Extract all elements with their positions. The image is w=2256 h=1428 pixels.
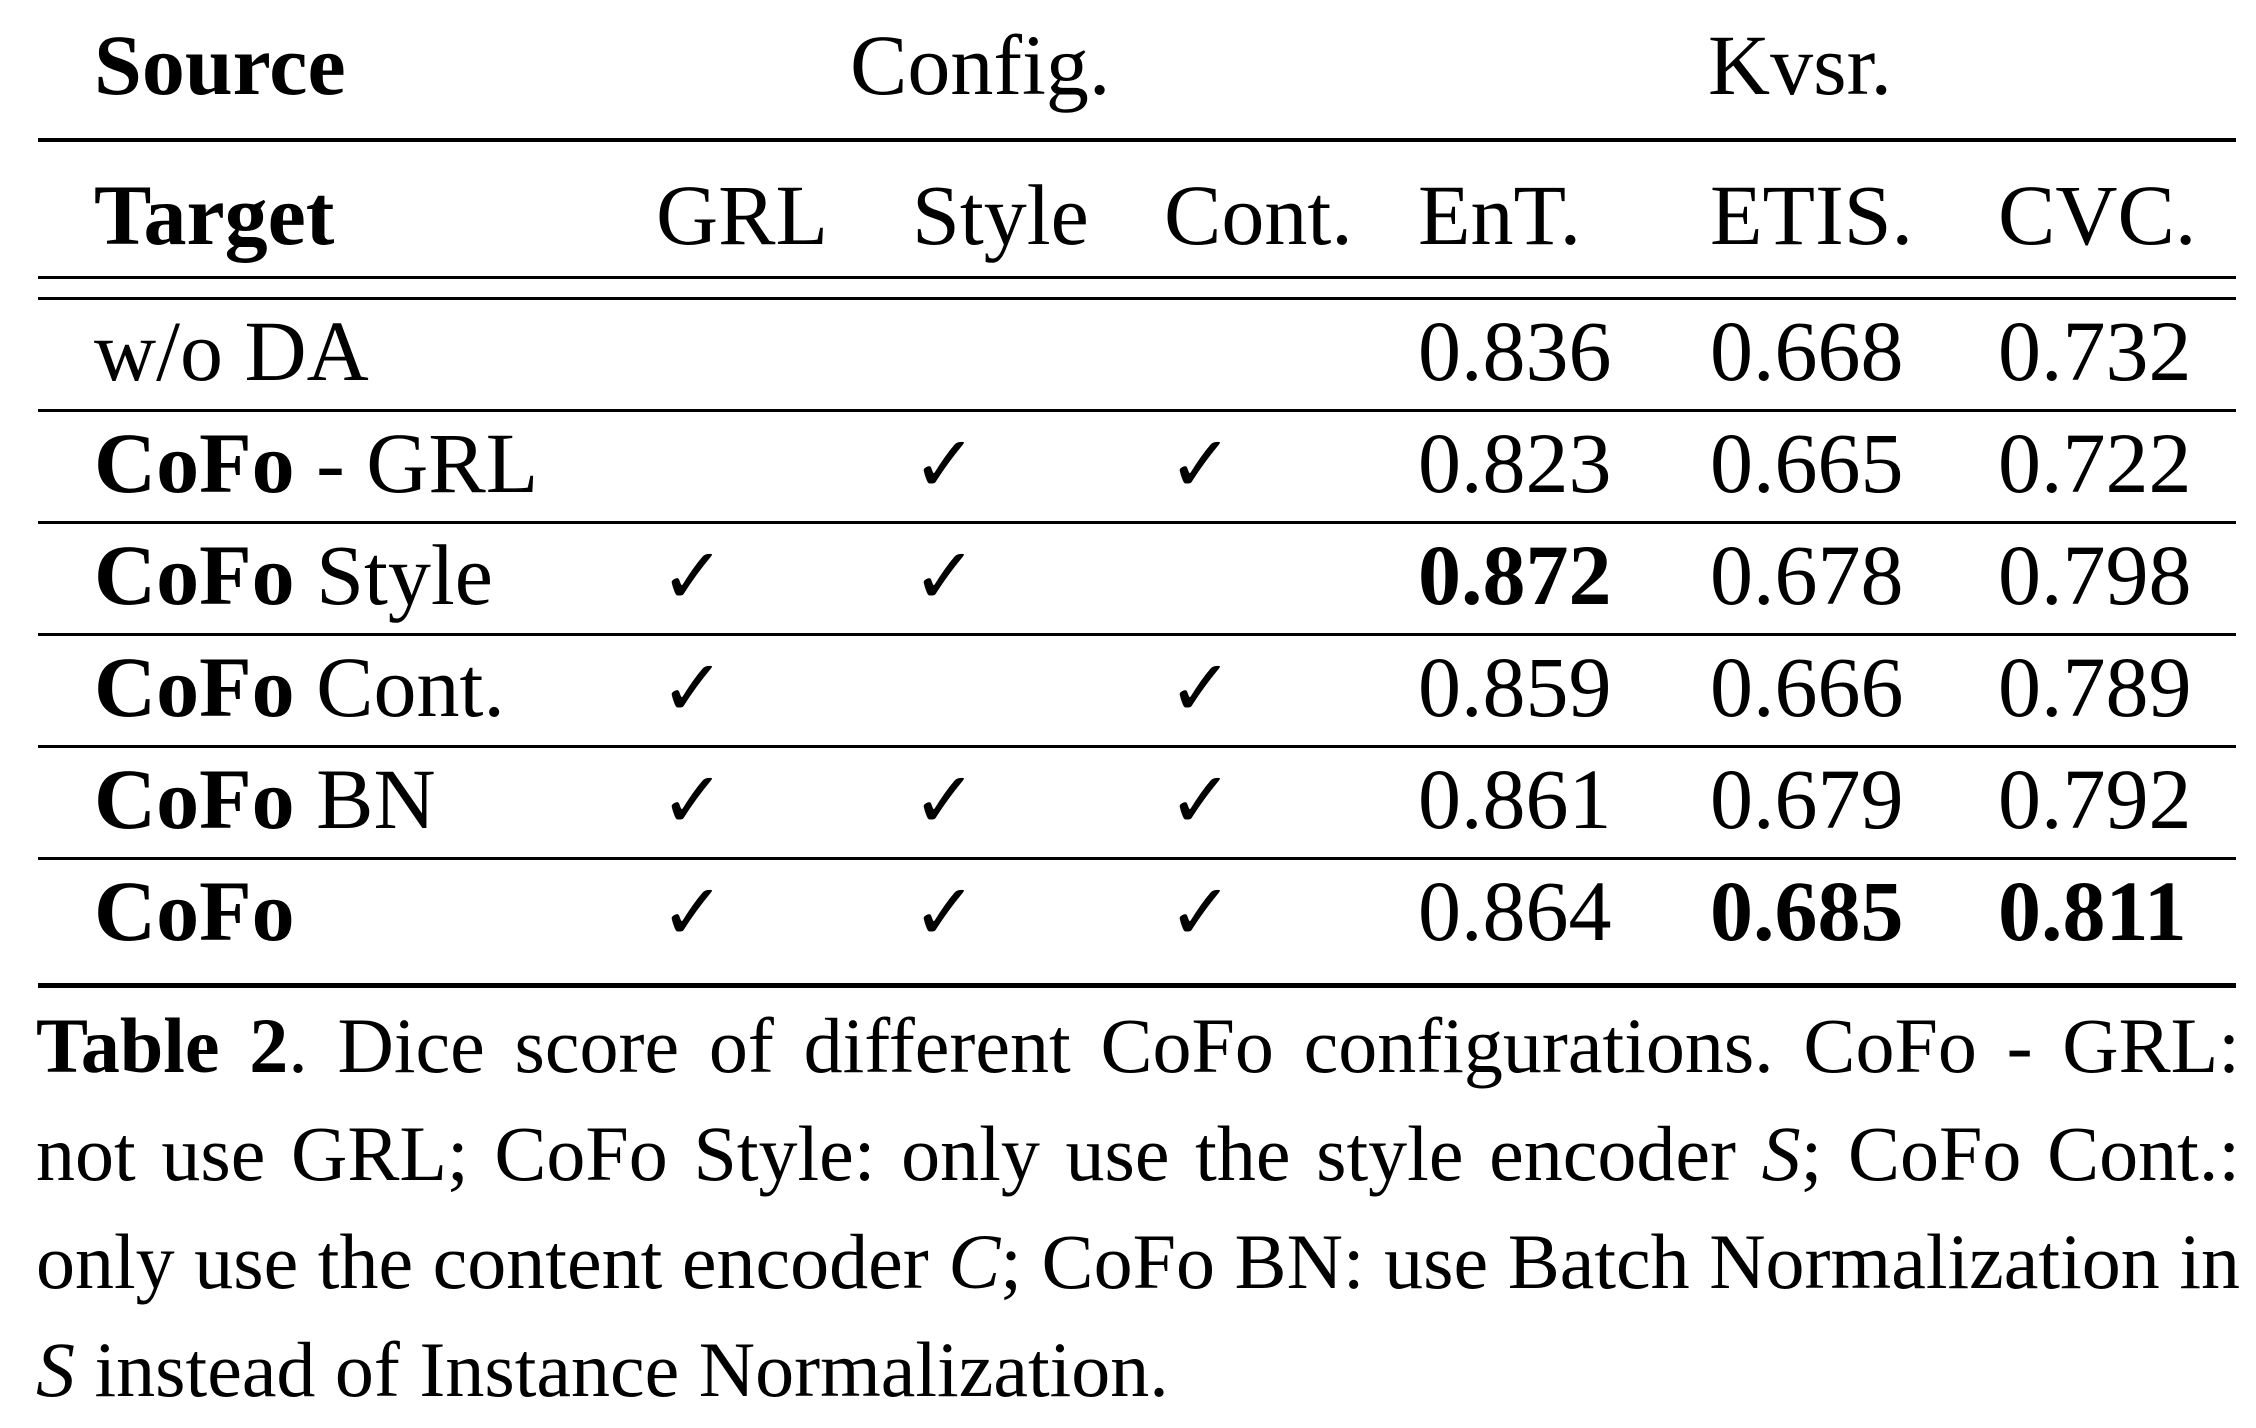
row-label: CoFo - GRL	[94, 415, 539, 511]
value-ent-best: 0.872	[1418, 527, 1612, 623]
header-cvc: CVC.	[1998, 167, 2197, 263]
row-label: CoFo Cont.	[94, 639, 505, 735]
row-divider	[38, 857, 2236, 860]
header-etis: ETIS.	[1710, 167, 1914, 263]
check-cont: ✓	[1168, 756, 1234, 846]
header-style: Style	[912, 167, 1089, 263]
check-grl: ✓	[660, 756, 726, 846]
header-source: Source	[94, 17, 346, 113]
value-cvc-best: 0.811	[1998, 863, 2187, 959]
check-style: ✓	[912, 420, 978, 510]
value-ent: 0.861	[1418, 751, 1612, 847]
header-ent: EnT.	[1418, 167, 1582, 263]
table-caption: Table 2. Dice score of different CoFo co…	[36, 1002, 2240, 1413]
check-cont: ✓	[1168, 420, 1234, 510]
rule-bottom	[38, 983, 2236, 988]
header-grl: GRL	[656, 167, 828, 263]
value-ent: 0.823	[1418, 415, 1612, 511]
header-config: Config.	[850, 17, 1111, 113]
rule-header-2	[38, 297, 2236, 300]
value-cvc: 0.798	[1998, 527, 2192, 623]
value-etis: 0.668	[1710, 303, 1904, 399]
check-style: ✓	[912, 532, 978, 622]
value-ent: 0.864	[1418, 863, 1612, 959]
caption-label: Table 2	[36, 1002, 289, 1089]
check-style: ✓	[912, 868, 978, 958]
check-style: ✓	[912, 756, 978, 846]
value-cvc: 0.732	[1998, 303, 2192, 399]
row-divider	[38, 745, 2236, 748]
check-cont: ✓	[1168, 868, 1234, 958]
value-etis: 0.666	[1710, 639, 1904, 735]
row-label: CoFo BN	[94, 751, 436, 847]
value-etis: 0.665	[1710, 415, 1904, 511]
rule-header-1	[38, 276, 2236, 279]
check-grl: ✓	[660, 644, 726, 734]
value-ent: 0.859	[1418, 639, 1612, 735]
check-grl: ✓	[660, 868, 726, 958]
row-divider	[38, 633, 2236, 636]
value-etis-best: 0.685	[1710, 863, 1904, 959]
value-cvc: 0.792	[1998, 751, 2192, 847]
rule-top	[38, 138, 2236, 142]
row-divider	[38, 409, 2236, 412]
value-cvc: 0.722	[1998, 415, 2192, 511]
check-cont: ✓	[1168, 644, 1234, 734]
value-etis: 0.678	[1710, 527, 1904, 623]
value-ent: 0.836	[1418, 303, 1612, 399]
value-etis: 0.679	[1710, 751, 1904, 847]
header-cont: Cont.	[1164, 167, 1353, 263]
check-grl: ✓	[660, 532, 726, 622]
row-label: w/o DA	[94, 303, 369, 399]
row-label: CoFo Style	[94, 527, 493, 623]
header-kvsr: Kvsr.	[1708, 17, 1892, 113]
row-divider	[38, 521, 2236, 524]
value-cvc: 0.789	[1998, 639, 2192, 735]
header-target: Target	[94, 167, 335, 263]
row-label: CoFo	[94, 863, 295, 959]
